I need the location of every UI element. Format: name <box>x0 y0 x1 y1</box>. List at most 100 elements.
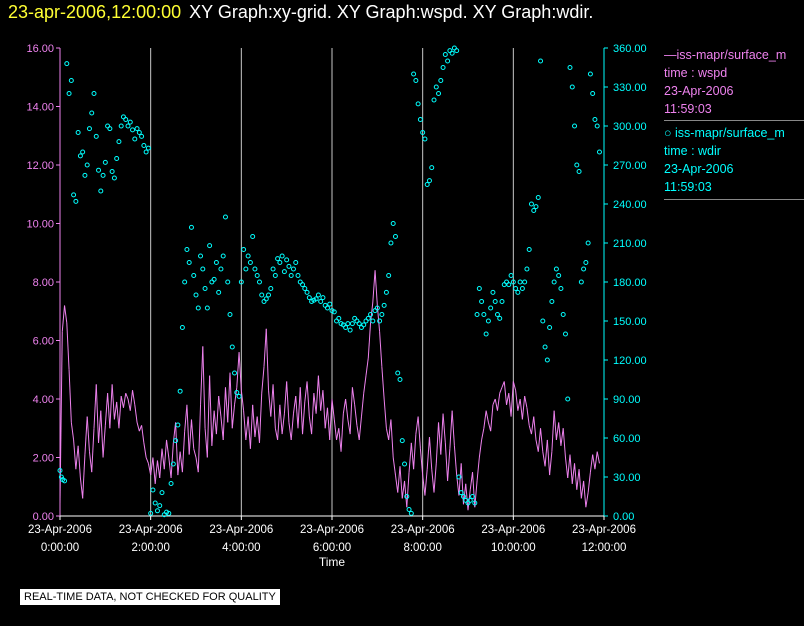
wspd-segment-3 <box>66 322 70 370</box>
wdir-point-94 <box>268 286 274 291</box>
wspd-segment-167 <box>438 422 442 455</box>
wdir-point-203 <box>515 289 521 295</box>
wspd-segment-86 <box>254 416 258 438</box>
wdir-point-144 <box>381 302 387 308</box>
wdir-point-212 <box>535 195 541 200</box>
wspd-segment-152 <box>404 480 408 508</box>
wspd-segment-237 <box>596 451 600 464</box>
wdir-point-92 <box>263 296 269 302</box>
wspd-segment-59 <box>193 448 197 458</box>
wdir-point-57 <box>184 247 190 252</box>
wdir-point-58 <box>186 260 192 265</box>
wspd-segment-108 <box>304 381 308 402</box>
wspd-segment-203 <box>519 398 523 420</box>
wspd-segment-205 <box>524 395 528 408</box>
wdir-point-168 <box>436 91 442 96</box>
wdir-point-201 <box>510 279 516 285</box>
wspd-segment-90 <box>263 328 267 367</box>
wspd-segment-235 <box>592 454 596 470</box>
wdir-point-65 <box>202 286 208 291</box>
x-tick-time-3: 6:00:00 <box>313 542 351 554</box>
legend-divider <box>664 120 804 121</box>
wspd-segment-211 <box>537 428 542 452</box>
left-tick-label-4: 8.00 <box>33 277 54 289</box>
wspd-segment-28 <box>122 393 127 408</box>
wspd-segment-160 <box>422 474 426 496</box>
wdir-point-110 <box>304 289 310 295</box>
wspd-segment-85 <box>252 404 256 438</box>
wdir-point-161 <box>420 130 426 135</box>
wspd-segment-232 <box>585 492 589 508</box>
wdir-point-39 <box>143 149 149 155</box>
wspd-segment-123 <box>338 428 342 452</box>
wspd-segment-173 <box>451 410 455 446</box>
wspd-segment-65 <box>206 375 211 458</box>
wspd-segment-113 <box>315 375 319 414</box>
wdir-point-149 <box>392 234 398 239</box>
wspd-segment-36 <box>141 425 145 443</box>
wspd-segment-165 <box>433 463 437 493</box>
wspd-segment-21 <box>107 393 111 429</box>
x-tick-time-0: 0:00:00 <box>41 542 79 554</box>
wdir-point-18 <box>96 167 102 173</box>
x-tick-time-5: 10:00:00 <box>491 542 536 554</box>
wdir-point-226 <box>567 65 573 70</box>
header-timestamp: 23-apr-2006,12:00:00 <box>8 2 182 22</box>
right-tick-label-3: 90.00 <box>613 394 641 406</box>
wdir-point-62 <box>195 305 201 311</box>
wspd-segment-54 <box>181 431 186 473</box>
legend-wdir-time: 11:59:03 <box>664 180 712 194</box>
wspd-segment-172 <box>449 410 453 449</box>
wdir-point-15 <box>89 110 95 116</box>
wspd-segment-215 <box>546 439 551 476</box>
wspd-segment-112 <box>313 393 317 414</box>
wdir-point-66 <box>204 305 210 311</box>
wdir-point-100 <box>281 269 287 275</box>
wspd-segment-142 <box>381 366 385 400</box>
wspd-segment-192 <box>494 398 498 411</box>
wdir-point-220 <box>553 266 559 272</box>
wdir-point-145 <box>383 289 389 295</box>
wspd-segment-1 <box>61 305 66 332</box>
wdir-point-151 <box>397 377 403 382</box>
wspd-segment-220 <box>558 422 562 446</box>
wspd-segment-39 <box>147 463 152 476</box>
wdir-point-222 <box>558 286 564 291</box>
wdir-point-193 <box>492 299 498 304</box>
wdir-point-50 <box>168 481 174 486</box>
wspd-segment-22 <box>109 384 113 429</box>
wspd-segment-206 <box>526 407 530 426</box>
wdir-point-69 <box>211 276 217 282</box>
wspd-segment-13 <box>88 451 93 473</box>
wdir-point-137 <box>365 315 371 321</box>
wspd-segment-124 <box>340 413 344 452</box>
wdir-point-205 <box>519 286 525 291</box>
wdir-point-146 <box>386 273 392 278</box>
wspd-segment-163 <box>428 436 433 470</box>
wdir-point-29 <box>120 114 126 120</box>
right-tick-label-8: 240.00 <box>613 199 647 211</box>
wdir-point-234 <box>585 240 591 246</box>
wdir-point-33 <box>130 127 136 133</box>
wspd-segment-223 <box>564 457 569 479</box>
wspd-segment-66 <box>209 375 213 446</box>
wdir-point-237 <box>592 117 598 122</box>
left-axis-ticks: 0.00 2.00 4.00 6.00 8.00 10.00 12.00 14.00 16.00 <box>26 43 60 523</box>
series-wdir <box>57 45 602 518</box>
x-tick-time-1: 2:00:00 <box>131 542 169 554</box>
wspd-segment-78 <box>236 352 240 388</box>
wspd-segment-132 <box>358 416 362 440</box>
wdir-point-154 <box>404 494 410 499</box>
wdir-point-71 <box>216 289 222 295</box>
right-tick-label-6: 180.00 <box>613 277 647 289</box>
wspd-segment-81 <box>243 410 247 440</box>
wspd-segment-222 <box>562 428 566 458</box>
wspd-segment-110 <box>308 416 313 435</box>
right-tick-label-9: 270.00 <box>613 160 647 172</box>
wspd-segment-135 <box>365 357 369 376</box>
wspd-segment-48 <box>168 457 172 479</box>
wspd-segment-43 <box>156 460 161 479</box>
wdir-point-59 <box>188 224 194 230</box>
